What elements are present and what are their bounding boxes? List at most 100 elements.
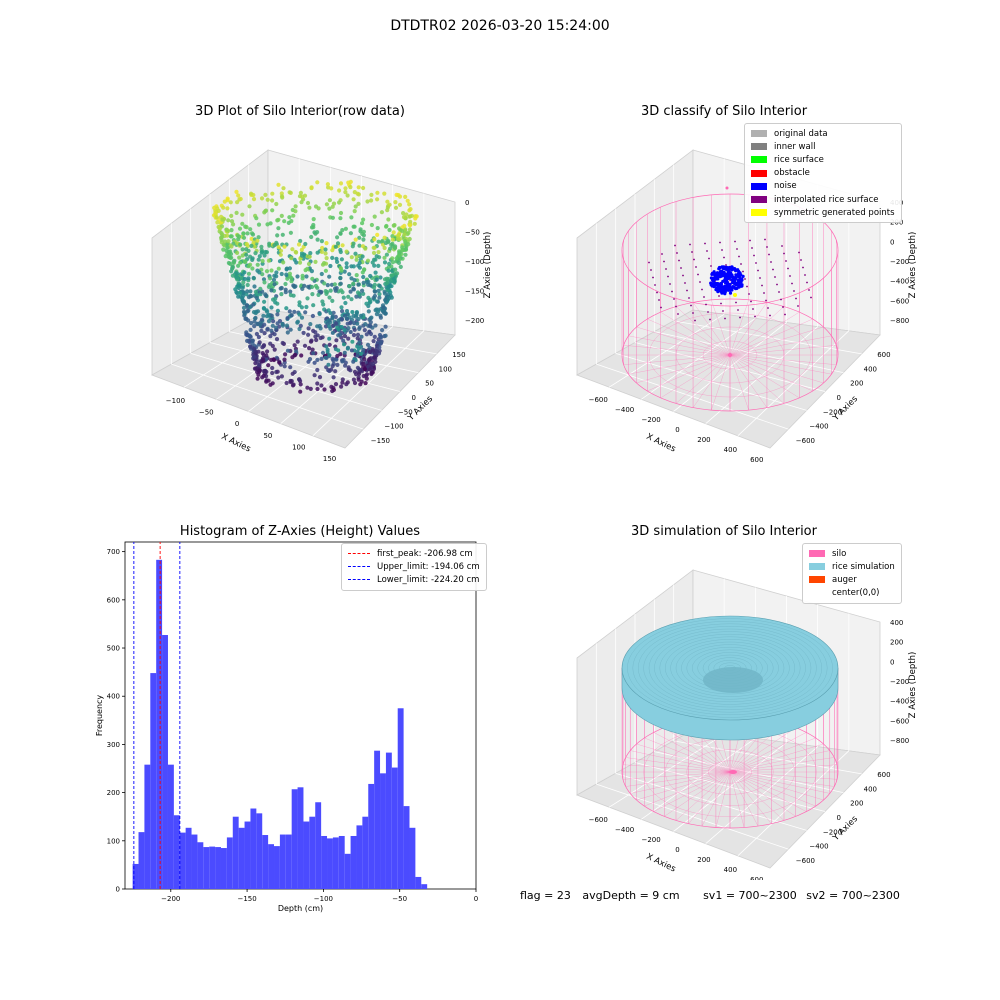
x-tick-label: −150 xyxy=(237,895,256,903)
legend-label: rice simulation xyxy=(832,561,895,572)
raw-data-point xyxy=(257,254,262,259)
raw-data-point xyxy=(327,274,332,279)
silo-floor-spoke xyxy=(729,771,838,780)
raw-z-axis-label: Z Axies (Depth) xyxy=(483,232,493,299)
raw-data-point xyxy=(372,355,377,360)
silo-floor-ring xyxy=(702,340,758,370)
raw-data-point xyxy=(383,324,388,329)
raw-data-point xyxy=(311,303,316,308)
raw-data-point xyxy=(354,294,359,299)
raw-data-point xyxy=(327,336,332,341)
raw-data-point xyxy=(257,368,262,373)
histogram-bar xyxy=(185,827,192,889)
raw-data-point xyxy=(338,281,343,286)
panel3-title: Histogram of Z-Axies (Height) Values xyxy=(179,524,421,539)
raw-data-point xyxy=(382,235,387,240)
raw-data-point xyxy=(241,235,247,240)
legend-swatch xyxy=(751,196,767,204)
raw-data-point xyxy=(339,288,344,293)
raw-data-point xyxy=(343,186,348,191)
histogram-bar xyxy=(344,853,351,889)
raw-data-point xyxy=(242,276,247,282)
interpolated-point xyxy=(772,268,774,271)
raw-data-point xyxy=(245,282,250,288)
raw-data-point xyxy=(303,310,308,315)
raw-data-point xyxy=(282,219,287,224)
raw-data-point xyxy=(237,234,242,239)
rice-mesh-ring xyxy=(659,634,801,702)
raw-data-point xyxy=(377,292,382,297)
raw-data-point xyxy=(310,292,315,297)
noise-point xyxy=(736,281,740,285)
interpolated-point xyxy=(785,260,787,262)
histogram-bar xyxy=(179,832,186,889)
raw-data-point xyxy=(368,320,373,325)
raw-data-point xyxy=(362,367,367,372)
raw-data-point xyxy=(275,312,280,317)
sim-x-tick-label: −600 xyxy=(589,816,608,824)
interpolated-point xyxy=(682,274,684,277)
raw-data-point xyxy=(225,245,230,250)
raw-data-point xyxy=(298,389,303,394)
histogram-bar xyxy=(144,764,151,889)
interpolated-point xyxy=(736,248,738,250)
interpolated-point xyxy=(654,284,656,286)
y-tick-label: 400 xyxy=(107,693,120,701)
sim-x-tick-label: 200 xyxy=(697,856,710,864)
interpolated-point xyxy=(689,243,691,246)
raw-data-point xyxy=(320,245,325,251)
raw-data-point xyxy=(331,375,336,380)
raw-data-point xyxy=(279,271,284,277)
raw-data-point xyxy=(405,198,410,203)
raw-y-tick-label: 100 xyxy=(439,365,452,373)
raw-data-point xyxy=(238,260,243,265)
raw-data-point xyxy=(308,339,314,344)
raw-data-point xyxy=(320,335,325,340)
raw-data-point xyxy=(288,293,293,298)
raw-data-point xyxy=(361,280,366,285)
raw-data-point xyxy=(351,377,356,382)
legend-entry: noise xyxy=(751,180,895,193)
raw-data-point xyxy=(290,371,295,376)
raw-data-point xyxy=(287,190,292,195)
raw-data-point xyxy=(357,243,362,248)
raw-data-point xyxy=(262,331,267,336)
raw-data-point xyxy=(293,209,298,214)
raw-data-point xyxy=(351,286,356,291)
raw-data-point xyxy=(355,321,360,326)
raw-data-point xyxy=(271,357,277,363)
silo-floor-spoke xyxy=(729,757,835,773)
raw-data-point xyxy=(319,289,324,295)
raw-data-point xyxy=(403,239,408,244)
raw-data-point xyxy=(378,315,383,320)
raw-data-point xyxy=(228,200,233,205)
histogram-bar xyxy=(385,752,392,889)
raw-data-point xyxy=(248,227,253,232)
raw-data-point xyxy=(276,266,281,271)
raw-data-point xyxy=(292,343,297,348)
raw-data-point xyxy=(348,320,353,325)
histogram-bar xyxy=(297,787,304,889)
raw-data-point xyxy=(256,235,261,240)
raw-data-point xyxy=(343,300,348,306)
raw-data-point xyxy=(325,182,330,187)
raw-data-point xyxy=(365,342,371,347)
raw-data-point xyxy=(343,226,348,231)
raw-data-point xyxy=(353,204,358,209)
raw-data-point xyxy=(375,226,380,231)
histogram-bar xyxy=(262,835,269,889)
raw-data-point xyxy=(228,261,233,266)
raw-data-point xyxy=(347,272,352,277)
cls-x-tick-label: 200 xyxy=(697,436,710,444)
raw-data-point xyxy=(291,382,296,387)
raw-data-point xyxy=(234,189,239,194)
raw-data-point xyxy=(315,386,320,392)
x-axis-label: Depth (cm) xyxy=(278,904,323,913)
raw-data-point xyxy=(322,387,327,392)
cls-y-tick-label: −400 xyxy=(809,423,828,431)
raw-data-point xyxy=(299,253,305,258)
interpolated-point xyxy=(699,281,701,283)
raw-data-point xyxy=(323,251,328,256)
raw-data-point xyxy=(292,309,297,314)
raw-data-point xyxy=(315,367,320,373)
